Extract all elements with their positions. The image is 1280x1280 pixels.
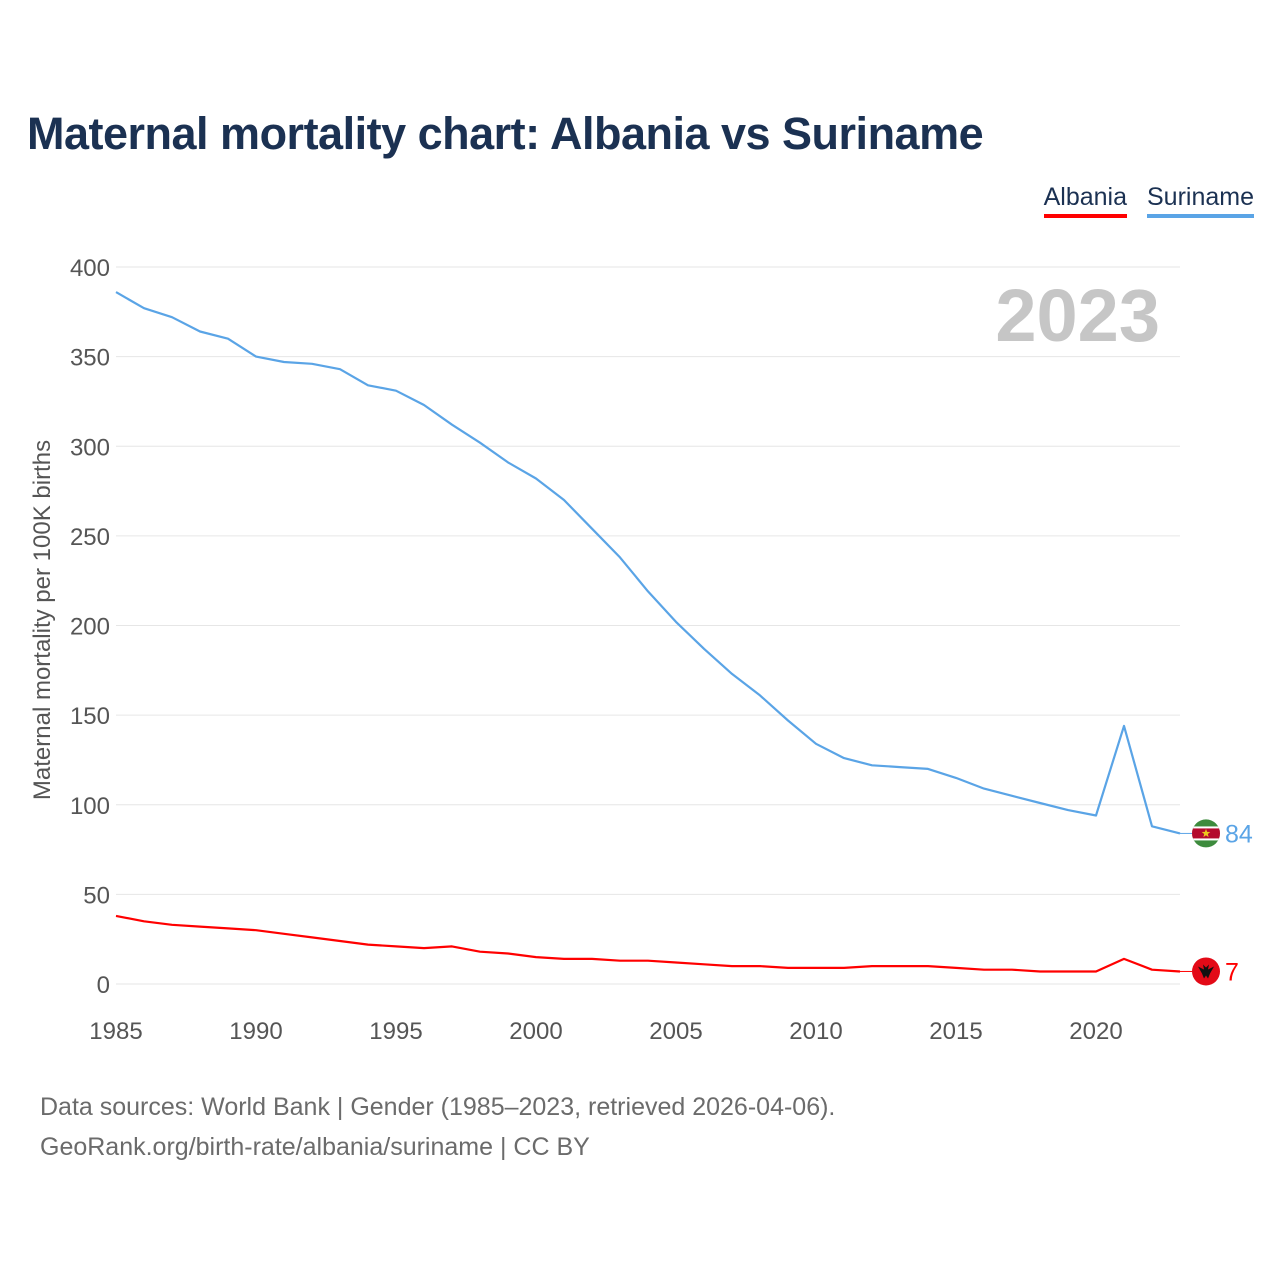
y-tick-label-400: 400 xyxy=(70,255,110,282)
x-tick-label-1985: 1985 xyxy=(89,1018,142,1045)
gridlines xyxy=(116,266,1180,985)
series-line-suriname xyxy=(115,291,1181,835)
y-tick-label-300: 300 xyxy=(70,434,110,461)
y-tick-label-100: 100 xyxy=(70,793,110,820)
series-layer xyxy=(115,291,1181,973)
y-tick-label-150: 150 xyxy=(70,703,110,730)
end-value-label-albania: 7 xyxy=(1225,958,1239,986)
x-tick-label-2020: 2020 xyxy=(1069,1018,1122,1045)
y-axis-label: Maternal mortality per 100K births xyxy=(29,440,56,800)
x-tick-label-2000: 2000 xyxy=(509,1018,562,1045)
end-markers: 84 7 xyxy=(1180,819,1253,986)
albania-flag-icon xyxy=(1192,957,1220,986)
suriname-flag-icon xyxy=(1192,819,1220,848)
x-tick-label-2015: 2015 xyxy=(929,1018,982,1045)
y-tick-label-50: 50 xyxy=(83,882,110,909)
footer: Data sources: World Bank | Gender (1985–… xyxy=(40,1087,835,1167)
chart-title: Maternal mortality chart: Albania vs Sur… xyxy=(27,108,984,159)
end-value-label-suriname: 84 xyxy=(1225,820,1253,848)
y-axis-ticks: 0 50 100 150 200 250 300 350 400 xyxy=(70,255,110,999)
x-tick-label-2005: 2005 xyxy=(649,1018,702,1045)
x-tick-label-2010: 2010 xyxy=(789,1018,842,1045)
x-tick-label-1995: 1995 xyxy=(369,1018,422,1045)
year-watermark: 2023 xyxy=(995,274,1160,357)
legend: Albania Suriname xyxy=(1043,183,1254,218)
y-tick-label-250: 250 xyxy=(70,524,110,551)
x-tick-label-1990: 1990 xyxy=(229,1018,282,1045)
y-tick-label-200: 200 xyxy=(70,614,110,641)
legend-item-albania[interactable]: Albania xyxy=(1043,183,1127,218)
data-source-text: Data sources: World Bank | Gender (1985–… xyxy=(40,1093,836,1121)
y-tick-label-0: 0 xyxy=(97,972,110,999)
y-tick-label-350: 350 xyxy=(70,345,110,372)
series-line-albania xyxy=(115,914,1181,973)
source-url-text: GeoRank.org/birth-rate/albania/suriname … xyxy=(40,1133,590,1161)
legend-item-suriname[interactable]: Suriname xyxy=(1147,183,1254,218)
x-axis-ticks: 1985 1990 1995 2000 2005 2010 2015 2020 xyxy=(89,1018,1122,1045)
